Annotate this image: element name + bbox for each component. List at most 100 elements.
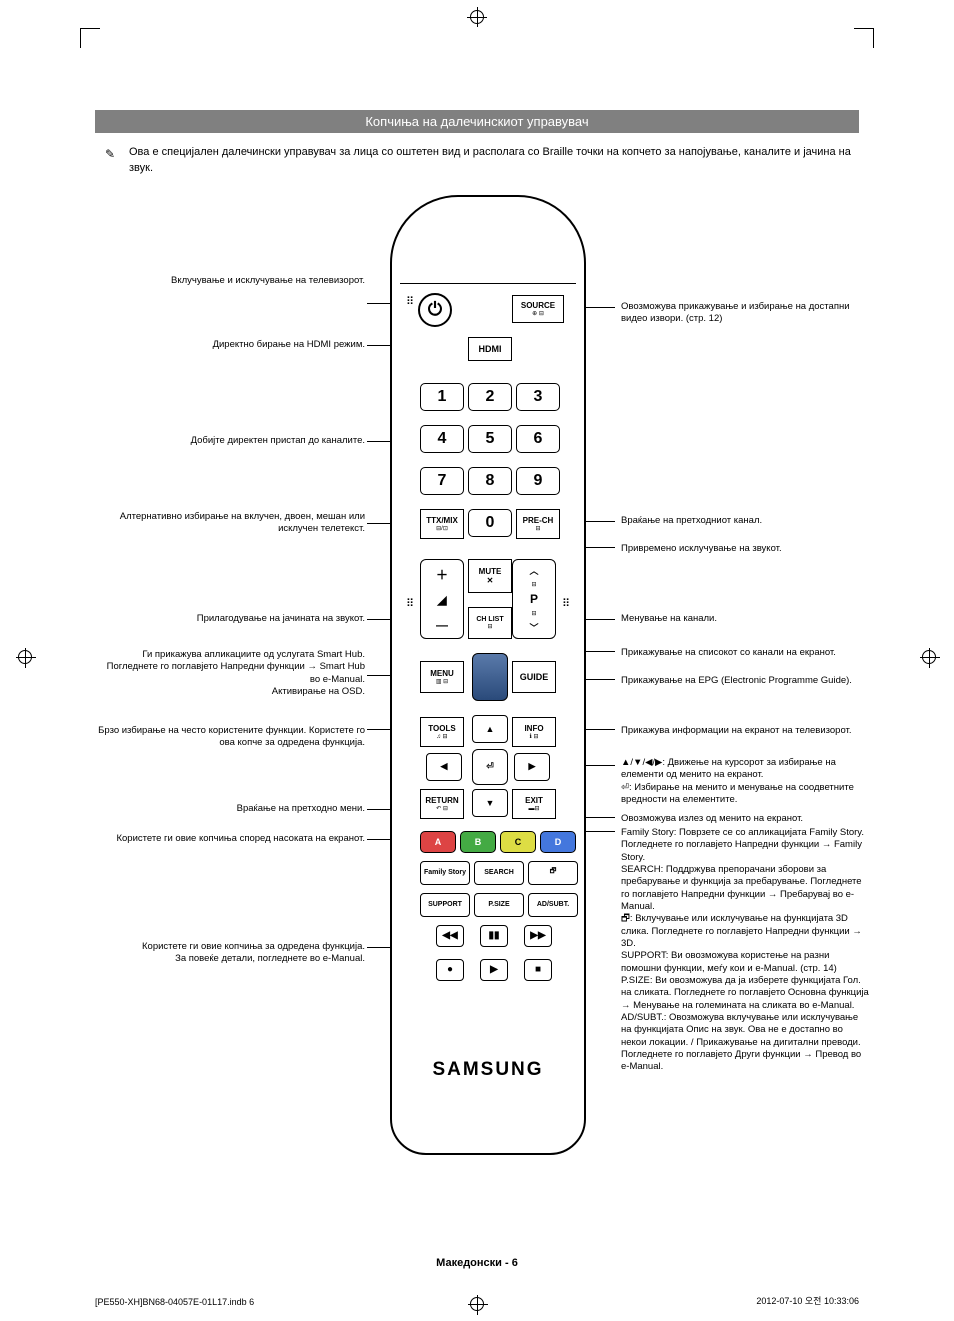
num-9-button[interactable]: 9: [516, 467, 560, 495]
dpad-down-button[interactable]: ▼: [472, 789, 508, 817]
num-5-button[interactable]: 5: [468, 425, 512, 453]
note-icon: ✎: [105, 146, 115, 163]
left-callout-9: Користете ги овие копчиња за одредена фу…: [95, 941, 365, 966]
power-button[interactable]: ⏻: [418, 293, 452, 327]
color-b-button[interactable]: B: [460, 831, 496, 853]
adsubt-button[interactable]: AD/SUBT.: [528, 893, 578, 917]
chlist-button[interactable]: CH LIST ⊟: [468, 607, 512, 639]
pause-button[interactable]: ▮▮: [480, 925, 508, 947]
left-callout-7: Враќање на претходно мени.: [95, 803, 365, 815]
tools-label: TOOLS: [428, 724, 455, 733]
chlist-sub: ⊟: [487, 623, 492, 630]
smart-hub-button[interactable]: [472, 653, 508, 701]
exit-sub: ▬⊟: [528, 805, 539, 812]
psize-button[interactable]: P.SIZE: [474, 893, 524, 917]
dpad-left-button[interactable]: ◀: [426, 753, 462, 781]
left-callout-2: Добијте директен пристап до каналите.: [95, 435, 365, 447]
chlist-label: CH LIST: [476, 616, 503, 623]
enter-button[interactable]: ⏎: [472, 749, 508, 785]
dpad-up-button[interactable]: ▲: [472, 715, 508, 743]
ch-down-icon: ﹀: [529, 621, 538, 634]
info-sub: ℹ ⊟: [530, 733, 539, 740]
remote-outline: ⠿ ⠿ ⠿ ⏻ SOURCE ⊕ ⊟ HDMI 1 2 3 4 5 6 7 8 …: [390, 195, 586, 1155]
left-callout-3: Алтернативно избирање на вклучен, двоен,…: [95, 511, 365, 536]
braille-dots-channel: ⠿: [562, 601, 570, 607]
return-sub: ↶ ⊟: [436, 805, 448, 812]
page-content: Копчиња на далечинскиот управувач ✎ Ова …: [95, 75, 859, 1200]
right-callout-6: Прикажува информации на екранот на телев…: [621, 725, 869, 737]
record-button[interactable]: ●: [436, 959, 464, 981]
ttx-sub: ⊟/⊡: [436, 525, 448, 532]
right-callout-1: Враќање на претходниот канал.: [621, 515, 869, 527]
crop-mark-tr: [854, 28, 874, 48]
left-callout-6: Брзо избирање на често користените функц…: [95, 725, 365, 750]
left-callout-5: Ги прикажува апликациите од услугата Sma…: [95, 649, 365, 698]
section-title: Копчиња на далечинскиот управувач: [95, 110, 859, 133]
search-button[interactable]: SEARCH: [474, 861, 524, 885]
color-c-button[interactable]: C: [500, 831, 536, 853]
right-callout-7: ▲/▼/◀/▶: Движење на курсорот за избирање…: [621, 757, 869, 806]
ch-list-icon: ⊟: [531, 581, 536, 588]
prech-button[interactable]: PRE-CH ⊟: [516, 509, 560, 539]
volume-rocker[interactable]: ＋ ◢ —: [420, 559, 464, 639]
vol-minus-icon: —: [436, 618, 448, 632]
ch-icon2: ⊟: [531, 610, 536, 617]
num-3-button[interactable]: 3: [516, 383, 560, 411]
hdmi-button[interactable]: HDMI: [468, 337, 512, 361]
intro-text: Ова е специјален далечински управувач за…: [129, 146, 851, 174]
num-6-button[interactable]: 6: [516, 425, 560, 453]
source-label: SOURCE: [521, 301, 555, 310]
play-button[interactable]: ▶: [480, 959, 508, 981]
mute-button[interactable]: MUTE ✕: [468, 559, 512, 593]
menu-label: MENU: [430, 669, 454, 678]
left-callout-1: Директно бирање на HDMI режим.: [95, 339, 365, 351]
menu-sub: ▥ ⊟: [436, 678, 448, 685]
source-button[interactable]: SOURCE ⊕ ⊟: [512, 295, 564, 323]
3d-button[interactable]: 🗗: [528, 861, 578, 885]
return-label: RETURN: [425, 796, 458, 805]
source-sub: ⊕ ⊟: [532, 310, 544, 317]
tools-sub: ♫ ⊟: [436, 733, 447, 740]
ch-p-label: P: [530, 592, 538, 606]
dpad-right-button[interactable]: ▶: [514, 753, 550, 781]
color-a-button[interactable]: A: [420, 831, 456, 853]
vol-plus-icon: ＋: [436, 566, 448, 583]
num-4-button[interactable]: 4: [420, 425, 464, 453]
support-button[interactable]: SUPPORT: [420, 893, 470, 917]
print-info-left: [PE550-XH]BN68-04057E-01L17.indb 6: [95, 1297, 254, 1307]
right-callout-4: Прикажување на списокот со канали на екр…: [621, 647, 869, 659]
fastforward-button[interactable]: ▶▶: [524, 925, 552, 947]
right-callout-2: Привремено исклучување на звукот.: [621, 543, 869, 555]
intro-paragraph: ✎ Ова е специјален далечински управувач …: [95, 145, 859, 177]
num-1-button[interactable]: 1: [420, 383, 464, 411]
num-0-button[interactable]: 0: [468, 509, 512, 537]
color-d-button[interactable]: D: [540, 831, 576, 853]
right-callout-0: Овозможува прикажување и избирање на дос…: [621, 301, 869, 326]
print-registration-bottom: [470, 1297, 484, 1311]
ttx-mix-button[interactable]: TTX/MIX ⊟/⊡: [420, 509, 464, 539]
family-story-button[interactable]: Family Story: [420, 861, 470, 885]
menu-button[interactable]: MENU ▥ ⊟: [420, 661, 464, 693]
right-callout-5: Прикажување на EPG (Electronic Programme…: [621, 675, 869, 687]
vol-icon: ◢: [437, 593, 446, 607]
num-7-button[interactable]: 7: [420, 467, 464, 495]
remote-diagram: Вклучување и исклучување на телевизорот.…: [95, 195, 859, 1200]
samsung-logo: SAMSUNG: [392, 1059, 584, 1081]
guide-button[interactable]: GUIDE: [512, 661, 556, 693]
stop-button[interactable]: ■: [524, 959, 552, 981]
rewind-button[interactable]: ◀◀: [436, 925, 464, 947]
info-label: INFO: [524, 724, 543, 733]
ttx-label: TTX/MIX: [426, 516, 458, 525]
channel-rocker[interactable]: ︿ ⊟ P ⊟ ﹀: [512, 559, 556, 639]
info-button[interactable]: INFO ℹ ⊟: [512, 717, 556, 747]
num-8-button[interactable]: 8: [468, 467, 512, 495]
remote-divider: [400, 283, 576, 287]
tools-button[interactable]: TOOLS ♫ ⊟: [420, 717, 464, 747]
prech-sub: ⊟: [535, 525, 540, 532]
prech-label: PRE-CH: [523, 516, 554, 525]
num-2-button[interactable]: 2: [468, 383, 512, 411]
return-button[interactable]: RETURN ↶ ⊟: [420, 789, 464, 819]
exit-button[interactable]: EXIT ▬⊟: [512, 789, 556, 819]
braille-dots-power: ⠿: [406, 299, 414, 305]
right-callout-3: Менување на канали.: [621, 613, 869, 625]
